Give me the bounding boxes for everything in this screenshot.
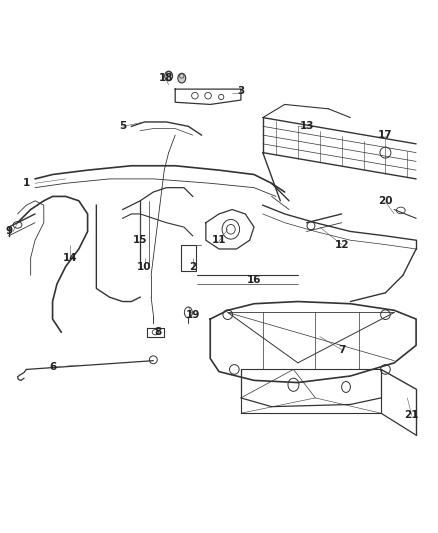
Text: 19: 19	[186, 310, 200, 320]
Text: 6: 6	[49, 362, 56, 372]
Text: 11: 11	[212, 235, 226, 245]
Text: 14: 14	[63, 253, 78, 263]
Text: 15: 15	[133, 235, 148, 245]
Text: 20: 20	[378, 196, 393, 206]
Text: 10: 10	[137, 262, 152, 271]
Text: 16: 16	[247, 274, 261, 285]
Ellipse shape	[178, 74, 186, 83]
Text: 5: 5	[119, 122, 126, 131]
Text: 18: 18	[159, 73, 174, 83]
Text: 21: 21	[404, 410, 419, 421]
Text: 7: 7	[338, 345, 345, 355]
Text: 17: 17	[378, 130, 393, 140]
Text: 9: 9	[5, 227, 12, 237]
Bar	[180, 245, 196, 271]
Text: 3: 3	[237, 86, 244, 96]
Text: 1: 1	[23, 178, 30, 188]
Text: 8: 8	[154, 327, 161, 337]
Text: 12: 12	[334, 240, 349, 249]
Ellipse shape	[165, 71, 173, 81]
Text: 13: 13	[299, 122, 314, 131]
Text: 2: 2	[189, 262, 196, 271]
